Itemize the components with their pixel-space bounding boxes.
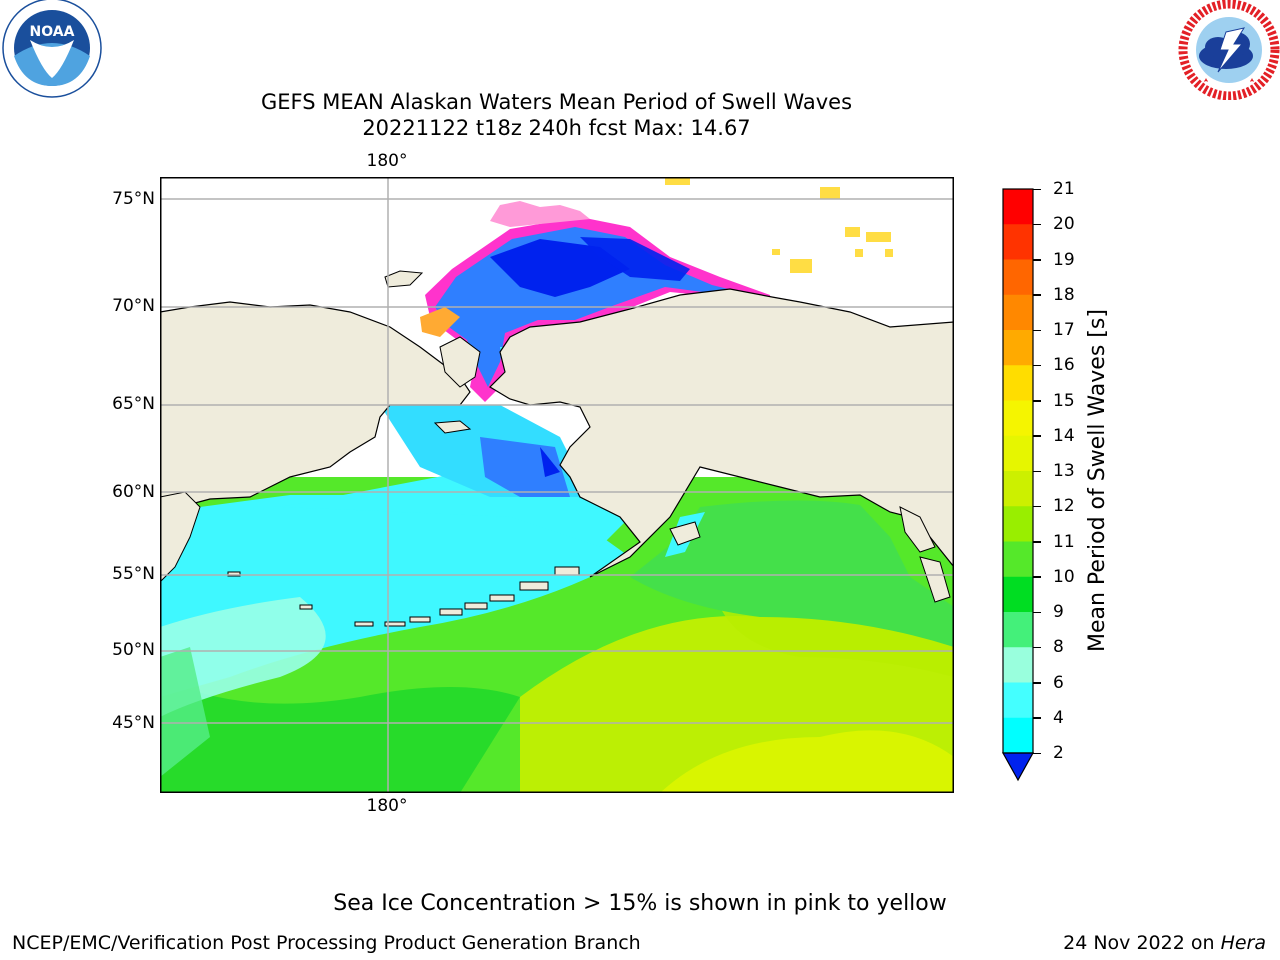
colorbar-extend-arrow: [1001, 752, 1035, 782]
colorbar-tick-mark: [1033, 329, 1041, 331]
colorbar-band: [1003, 506, 1033, 542]
land-alaska: [489, 288, 954, 578]
colorbar-tick-mark: [1033, 400, 1041, 402]
colorbar-label: Mean Period of Swell Waves [s]: [1085, 309, 1110, 652]
colorbar-tick-label: 11: [1053, 531, 1075, 552]
colorbar-tick-label: 6: [1053, 672, 1064, 693]
plot-title-line2: 20221122 t18z 240h fcst Max: 14.67: [362, 116, 751, 140]
lat-label-75: 75°N: [112, 189, 155, 209]
colorbar-tick-mark: [1033, 646, 1041, 649]
colorbar-tick-label: 19: [1053, 249, 1075, 270]
colorbar-tick-label: 2: [1053, 743, 1064, 763]
colorbar-tick-mark: [1033, 611, 1041, 613]
kodiak-island: [669, 521, 701, 546]
colorbar-band: [1003, 189, 1033, 225]
sea-ice-patch: [665, 177, 690, 185]
colorbar-tick-mark: [1033, 752, 1041, 754]
colorbar-tick-label: 14: [1053, 425, 1075, 446]
colorbar-tick-label: 15: [1053, 390, 1075, 411]
colorbar-tick-mark: [1033, 717, 1041, 719]
colorbar-band: [1003, 224, 1033, 260]
colorbar-tick-mark: [1033, 435, 1041, 437]
colorbar-band: [1003, 471, 1033, 507]
colorbar-tick-label: 21: [1053, 179, 1075, 199]
colorbar-tick-mark: [1033, 294, 1041, 296]
nws-logo-icon: [1178, 0, 1280, 101]
colorbar-band: [1003, 717, 1033, 754]
lon-label-top: 180°: [366, 151, 408, 171]
colorbar-band: [1003, 435, 1033, 472]
lat-label-55: 55°N: [112, 564, 155, 584]
colorbar-band: [1003, 541, 1033, 578]
colorbar-band: [1003, 400, 1033, 437]
colorbar-tick-mark: [1033, 259, 1041, 261]
colorbar-tick-mark: [1033, 541, 1041, 543]
colorbar-band: [1003, 259, 1033, 296]
colorbar-tick-label: 18: [1053, 284, 1075, 305]
aleutian-islands: [227, 566, 580, 627]
graticule: [160, 177, 954, 793]
sea-ice-note: Sea Ice Concentration > 15% is shown in …: [333, 891, 947, 916]
colorbar-band: [1003, 682, 1033, 719]
colorbar-band: [1003, 612, 1033, 648]
colorbar-tick-label: 20: [1053, 214, 1075, 235]
colorbar-tick-label: 12: [1053, 496, 1075, 517]
colorbar-tick-mark: [1033, 470, 1041, 472]
colorbar-tick-label: 16: [1053, 355, 1075, 376]
colorbar-tick-label: 10: [1053, 566, 1075, 587]
nws-logo: [1178, 0, 1280, 101]
colorbar-tick-label: 17: [1053, 320, 1075, 340]
footer-host: Hera: [1220, 932, 1266, 954]
footer-timestamp: 24 Nov 2022 on Hera: [1063, 932, 1266, 954]
noaa-logo-text: NOAA: [30, 24, 75, 40]
lat-label-50: 50°N: [112, 640, 155, 660]
colorbar: [1001, 188, 1035, 782]
colorbar-tick-label: 8: [1053, 637, 1064, 658]
colorbar-tick-label: 13: [1053, 461, 1075, 481]
lat-label-65: 65°N: [112, 394, 155, 414]
colorbar-tick-mark: [1033, 188, 1041, 190]
colorbar-tick-mark: [1033, 364, 1041, 367]
lat-label-60: 60°N: [112, 482, 155, 502]
swell-period-map: [160, 177, 954, 793]
colorbar-band: [1003, 365, 1033, 401]
noaa-logo: NOAA: [0, 0, 104, 104]
footer-date: 24 Nov 2022 on: [1063, 932, 1215, 954]
norton-sound-swell: [480, 437, 570, 497]
lat-label-70: 70°N: [112, 296, 155, 316]
lon-label-bottom: 180°: [366, 796, 408, 816]
st-lawrence-island: [433, 420, 472, 434]
colorbar-tick-mark: [1033, 576, 1041, 578]
lat-label-45: 45°N: [112, 713, 155, 733]
footer-branch: NCEP/EMC/Verification Post Processing Pr…: [12, 932, 641, 954]
colorbar-band: [1003, 576, 1033, 613]
colorbar-tick-mark: [1033, 223, 1041, 226]
colorbar-band: [1003, 294, 1033, 331]
plot-title-line1: GEFS MEAN Alaskan Waters Mean Period of …: [260, 90, 853, 114]
colorbar-tick-mark: [1033, 505, 1041, 508]
noaa-logo-icon: NOAA: [2, 0, 102, 98]
colorbar-tick-mark: [1033, 682, 1041, 684]
colorbar-tick-label: 4: [1053, 707, 1064, 728]
colorbar-band: [1003, 330, 1033, 366]
map-frame: [160, 177, 954, 793]
colorbar-band: [1003, 647, 1033, 683]
colorbar-tick-label: 9: [1053, 602, 1064, 622]
